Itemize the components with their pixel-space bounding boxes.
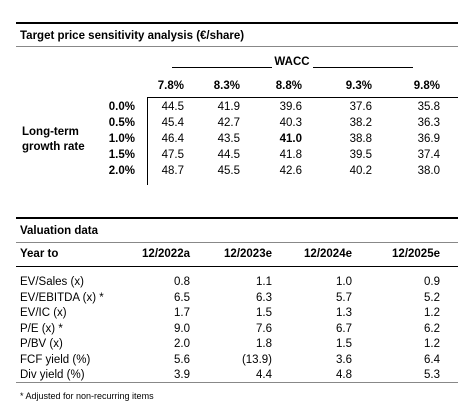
rule [147, 97, 458, 98]
row-header: 0.0% [108, 101, 135, 113]
cell: 45.5 [217, 165, 240, 177]
cell: 1.8 [256, 338, 272, 350]
row-label: Long-term [22, 126, 79, 138]
row-header: 2.0% [108, 165, 135, 177]
section-title: Target price sensitivity analysis (€/sha… [20, 30, 245, 42]
row-header: 1.5% [108, 149, 135, 161]
column-header: 9.3% [345, 80, 372, 92]
cell: 46.4 [161, 133, 184, 145]
column-header: 12/2022a [142, 248, 190, 260]
cell: 40.3 [279, 117, 302, 129]
row-header: EV/EBITDA (x) * [20, 291, 104, 304]
cell: 4.4 [256, 369, 272, 381]
column-header: 7.8% [157, 80, 184, 92]
cell: 1.5 [256, 307, 272, 319]
cell: 38.8 [349, 133, 372, 145]
rule [16, 382, 458, 383]
cell: 6.3 [256, 291, 272, 304]
rule [16, 22, 458, 24]
column-header: Year to [20, 248, 59, 260]
row-header: 1.0% [108, 133, 135, 145]
row-label: growth rate [22, 141, 85, 153]
rule [16, 266, 458, 267]
cell: 39.5 [349, 149, 372, 161]
column-group: WACC [274, 56, 310, 68]
cell: 41.0 [279, 133, 302, 145]
rule [16, 46, 458, 47]
cell: 41.8 [279, 149, 302, 161]
rule [16, 242, 458, 243]
column-header: 8.8% [275, 80, 302, 92]
footnote: * Adjusted for non-recurring items [20, 391, 154, 401]
cell: 45.4 [161, 117, 184, 129]
cell: 40.2 [349, 165, 372, 177]
column-header: 8.3% [213, 80, 240, 92]
rule [172, 67, 272, 68]
cell: 36.9 [417, 133, 440, 145]
cell: 4.8 [336, 369, 352, 381]
cell: 42.6 [279, 165, 302, 177]
cell: 37.4 [417, 149, 440, 161]
cell: 1.7 [174, 307, 190, 319]
rule [16, 217, 458, 219]
cell: 38.0 [417, 165, 440, 177]
column-header: 12/2025e [392, 248, 440, 260]
cell: 37.6 [349, 101, 372, 113]
cell: 3.6 [336, 353, 352, 366]
cell: 41.9 [217, 101, 240, 113]
cell: 0.9 [424, 276, 440, 288]
cell: 43.5 [217, 133, 240, 145]
cell: 6.2 [424, 322, 440, 335]
cell: 2.0 [174, 338, 190, 350]
cell: 5.7 [336, 291, 352, 304]
cell: 48.7 [161, 165, 184, 177]
section-title: Valuation data [20, 225, 98, 237]
cell: 44.5 [217, 149, 240, 161]
cell: 35.8 [417, 101, 440, 113]
cell: 1.2 [424, 338, 440, 350]
row-header: EV/IC (x) [20, 307, 67, 319]
cell: 1.2 [424, 307, 440, 319]
row-header: P/BV (x) [20, 338, 63, 350]
cell: 5.6 [174, 353, 190, 366]
cell: 1.0 [336, 276, 352, 288]
cell: 44.5 [161, 101, 184, 113]
cell: 1.3 [336, 307, 352, 319]
cell: (13.9) [241, 353, 272, 366]
cell: 6.7 [336, 322, 352, 335]
row-header: P/E (x) * [20, 322, 63, 335]
row-header: EV/Sales (x) [20, 276, 84, 288]
cell: 42.7 [217, 117, 240, 129]
column-header: 9.8% [413, 80, 440, 92]
row-header: FCF yield (%) [20, 353, 91, 366]
cell: 6.4 [424, 353, 440, 366]
cell: 7.6 [256, 322, 272, 335]
cell: 0.8 [174, 276, 190, 288]
rule [147, 97, 148, 185]
row-header: Div yield (%) [20, 369, 85, 381]
cell: 6.5 [174, 291, 190, 304]
cell: 3.9 [174, 369, 190, 381]
rule [313, 67, 413, 68]
column-header: 12/2023e [224, 248, 272, 260]
cell: 1.1 [256, 276, 272, 288]
cell: 47.5 [161, 149, 184, 161]
cell: 5.3 [424, 369, 440, 381]
cell: 5.2 [424, 291, 440, 304]
row-header: 0.5% [108, 117, 135, 129]
cell: 1.5 [336, 338, 352, 350]
cell: 9.0 [174, 322, 190, 335]
cell: 36.3 [417, 117, 440, 129]
cell: 39.6 [279, 101, 302, 113]
column-header: 12/2024e [304, 248, 352, 260]
cell: 38.2 [349, 117, 372, 129]
